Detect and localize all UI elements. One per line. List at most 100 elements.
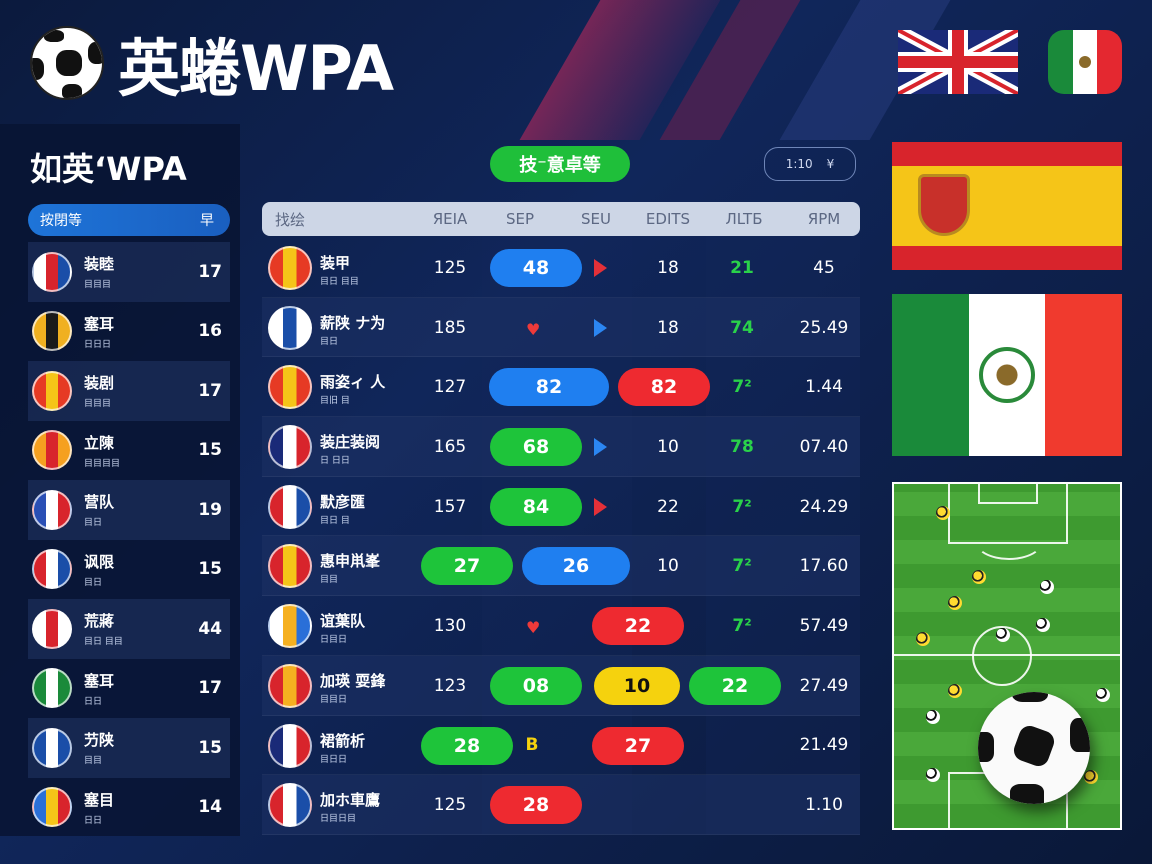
play-arrow-icon[interactable]	[594, 318, 607, 337]
team-points: 17	[198, 678, 222, 699]
stat-pill-badge[interactable]: 27	[592, 726, 684, 765]
row-team-name: 装甲	[320, 254, 351, 272]
stat-pill-badge[interactable]: 22	[592, 607, 684, 646]
table-row[interactable]: 惠申鼡峯 目目 27 26 10 7² 17.60	[262, 536, 860, 597]
team-subtitle: 目日	[84, 577, 103, 588]
stat-cell: 21	[730, 257, 754, 278]
stat-pill-badge[interactable]: 10	[594, 666, 680, 705]
stat-pill-badge[interactable]: 26	[522, 547, 630, 586]
team-list-item[interactable]: 装剧 目目目 17	[28, 361, 230, 421]
table-row[interactable]: 装庄装阅日 日日 165 68 10 78 07.40	[262, 417, 860, 477]
column-header[interactable]: ЯEIA	[432, 210, 468, 228]
time-control-value: 1:10	[785, 157, 813, 171]
team-crest-icon	[32, 787, 72, 828]
stat-pill-badge[interactable]: 28	[421, 726, 513, 765]
column-header[interactable]: SEU	[581, 210, 611, 228]
table-row[interactable]: 谊葉队 日目日 130 ♥ 22 7² 57.49	[262, 596, 860, 656]
stat-cell: 127	[433, 377, 467, 398]
team-points: 17	[198, 261, 222, 282]
sidebar-title: 如英‘WPA	[30, 150, 187, 188]
stat-cell: 78	[730, 436, 754, 457]
time-control-symbol: ¥	[826, 157, 835, 171]
column-header[interactable]: ЯPM	[807, 210, 841, 228]
soccer-ball-logo-icon	[30, 26, 104, 100]
team-list-item[interactable]: 讽限 目日 15	[28, 540, 230, 600]
stat-pill-badge[interactable]: 68	[490, 428, 582, 467]
team-name: 塞耳	[84, 671, 115, 690]
spain-flag-icon[interactable]	[892, 142, 1122, 270]
stat-pill-badge[interactable]: 28	[490, 786, 582, 825]
heart-icon[interactable]: ♥	[526, 319, 541, 339]
stat-cell: 157	[433, 496, 467, 517]
row-team-subtitle: 目日 目目	[320, 277, 359, 287]
team-crest-icon	[32, 549, 72, 590]
mexico-flag-large-icon[interactable]	[892, 294, 1123, 456]
table-header: 找绘 ЯEIA SEP SEU EDITS ЛLTБ ЯPM	[262, 202, 860, 236]
stat-pill-badge[interactable]: 48	[490, 249, 582, 287]
column-header[interactable]: EDITS	[645, 210, 691, 228]
stat-pill-badge[interactable]: 08	[490, 666, 582, 705]
team-points: 15	[198, 559, 222, 580]
table-row[interactable]: 加瑛 耍鋒 目目日 123 08 10 22 27.49	[262, 655, 860, 716]
team-list-item[interactable]: 塞耳 日日日 16	[28, 302, 230, 362]
team-crest-icon	[32, 608, 72, 649]
team-list-item[interactable]: 装睦 目目目 17	[28, 242, 230, 302]
app-title: 英蜷WPA	[118, 32, 394, 105]
stat-cell: 7²	[732, 556, 752, 577]
row-team-subtitle: 目目	[320, 575, 339, 586]
column-header[interactable]: 找绘	[274, 210, 306, 229]
team-name: 塞目	[84, 790, 115, 809]
row-team-subtitle: 日目日目	[320, 814, 357, 825]
section-tab-button[interactable]: 技⁻意卓等	[490, 146, 630, 182]
mexico-flag-icon[interactable]	[1048, 30, 1122, 94]
table-row[interactable]: 加ホ車鷹 日目日目 125 28 1.10	[262, 775, 860, 835]
team-list-item[interactable]: 塞目 日日 14	[28, 778, 230, 838]
play-arrow-icon[interactable]	[594, 497, 607, 516]
stat-cell: 10	[657, 436, 679, 457]
stat-pill-badge[interactable]: 27	[421, 547, 513, 586]
table-row[interactable]: 默彦匯 目日 目 157 84 22 7² 24.29	[262, 477, 860, 537]
play-arrow-icon[interactable]	[594, 438, 607, 457]
table-row[interactable]: 裙箭析 目日日 28 B 27 21.49	[262, 716, 860, 776]
stat-pill-badge[interactable]: 84	[490, 487, 582, 526]
team-subtitle: 目日 目目	[84, 637, 123, 648]
column-header[interactable]: SEP	[505, 210, 535, 228]
stat-pill-badge[interactable]: 82	[618, 368, 710, 407]
stat-cell: 165	[433, 436, 467, 457]
team-list-item[interactable]: 营队 目日 19	[28, 480, 230, 540]
row-team-subtitle: 目日 目	[320, 515, 350, 526]
stat-pill-badge[interactable]: 82	[489, 368, 609, 407]
time-control[interactable]: 1:10 ¥	[764, 147, 856, 181]
row-team-name: 加瑛 耍鋒	[320, 671, 386, 690]
team-list-item[interactable]: 芀陕 目目 15	[28, 718, 230, 778]
team-list-item[interactable]: 立陳 目目目目 15	[28, 421, 230, 481]
table-row[interactable]: 雨姿ィ 人目旧 目 127 82 82 7² 1.44	[262, 357, 860, 418]
team-crest-icon	[32, 251, 72, 292]
team-list-item[interactable]: 塞耳日日 17	[28, 659, 230, 719]
stat-cell: 1.10	[805, 795, 843, 816]
stat-cell: 7²	[732, 496, 752, 517]
uk-flag-icon[interactable]	[898, 30, 1018, 94]
team-points: 15	[198, 737, 222, 758]
team-subtitle: 日日	[84, 696, 103, 707]
sidebar-header: 按閉等 早	[28, 204, 230, 236]
play-arrow-icon[interactable]	[594, 259, 607, 277]
heart-icon[interactable]: ♥	[526, 618, 541, 638]
standings-sidebar: 如英‘WPA 按閉等 早 装睦 目目目 17 塞耳 日日日 16 装剧 目目目 17 立陳 目目目目…	[0, 124, 240, 836]
stat-cell: 74	[730, 317, 754, 338]
team-name: 装睦	[84, 255, 115, 274]
column-header[interactable]: ЛLTБ	[725, 210, 763, 228]
team-list-item[interactable]: 荒蔣 目日 目目 44	[28, 599, 230, 659]
team-crest-icon	[268, 305, 312, 350]
team-name: 营队	[84, 493, 115, 512]
table-row[interactable]: 薪陕 ナ为 目日 185 ♥ 18 74 25.49	[262, 297, 860, 358]
stat-pill-badge[interactable]: 22	[689, 666, 781, 705]
soccer-ball-icon	[978, 692, 1090, 804]
team-name: 荒蔣	[84, 612, 115, 631]
stat-cell: 125	[433, 257, 467, 278]
stat-cell: 17.60	[799, 556, 849, 577]
team-points: 17	[198, 380, 222, 401]
team-subtitle: 日日日	[84, 339, 112, 350]
table-row[interactable]: 装甲 目日 目目 125 48 18 21 45	[262, 238, 860, 298]
team-subtitle: 日日	[84, 815, 103, 826]
